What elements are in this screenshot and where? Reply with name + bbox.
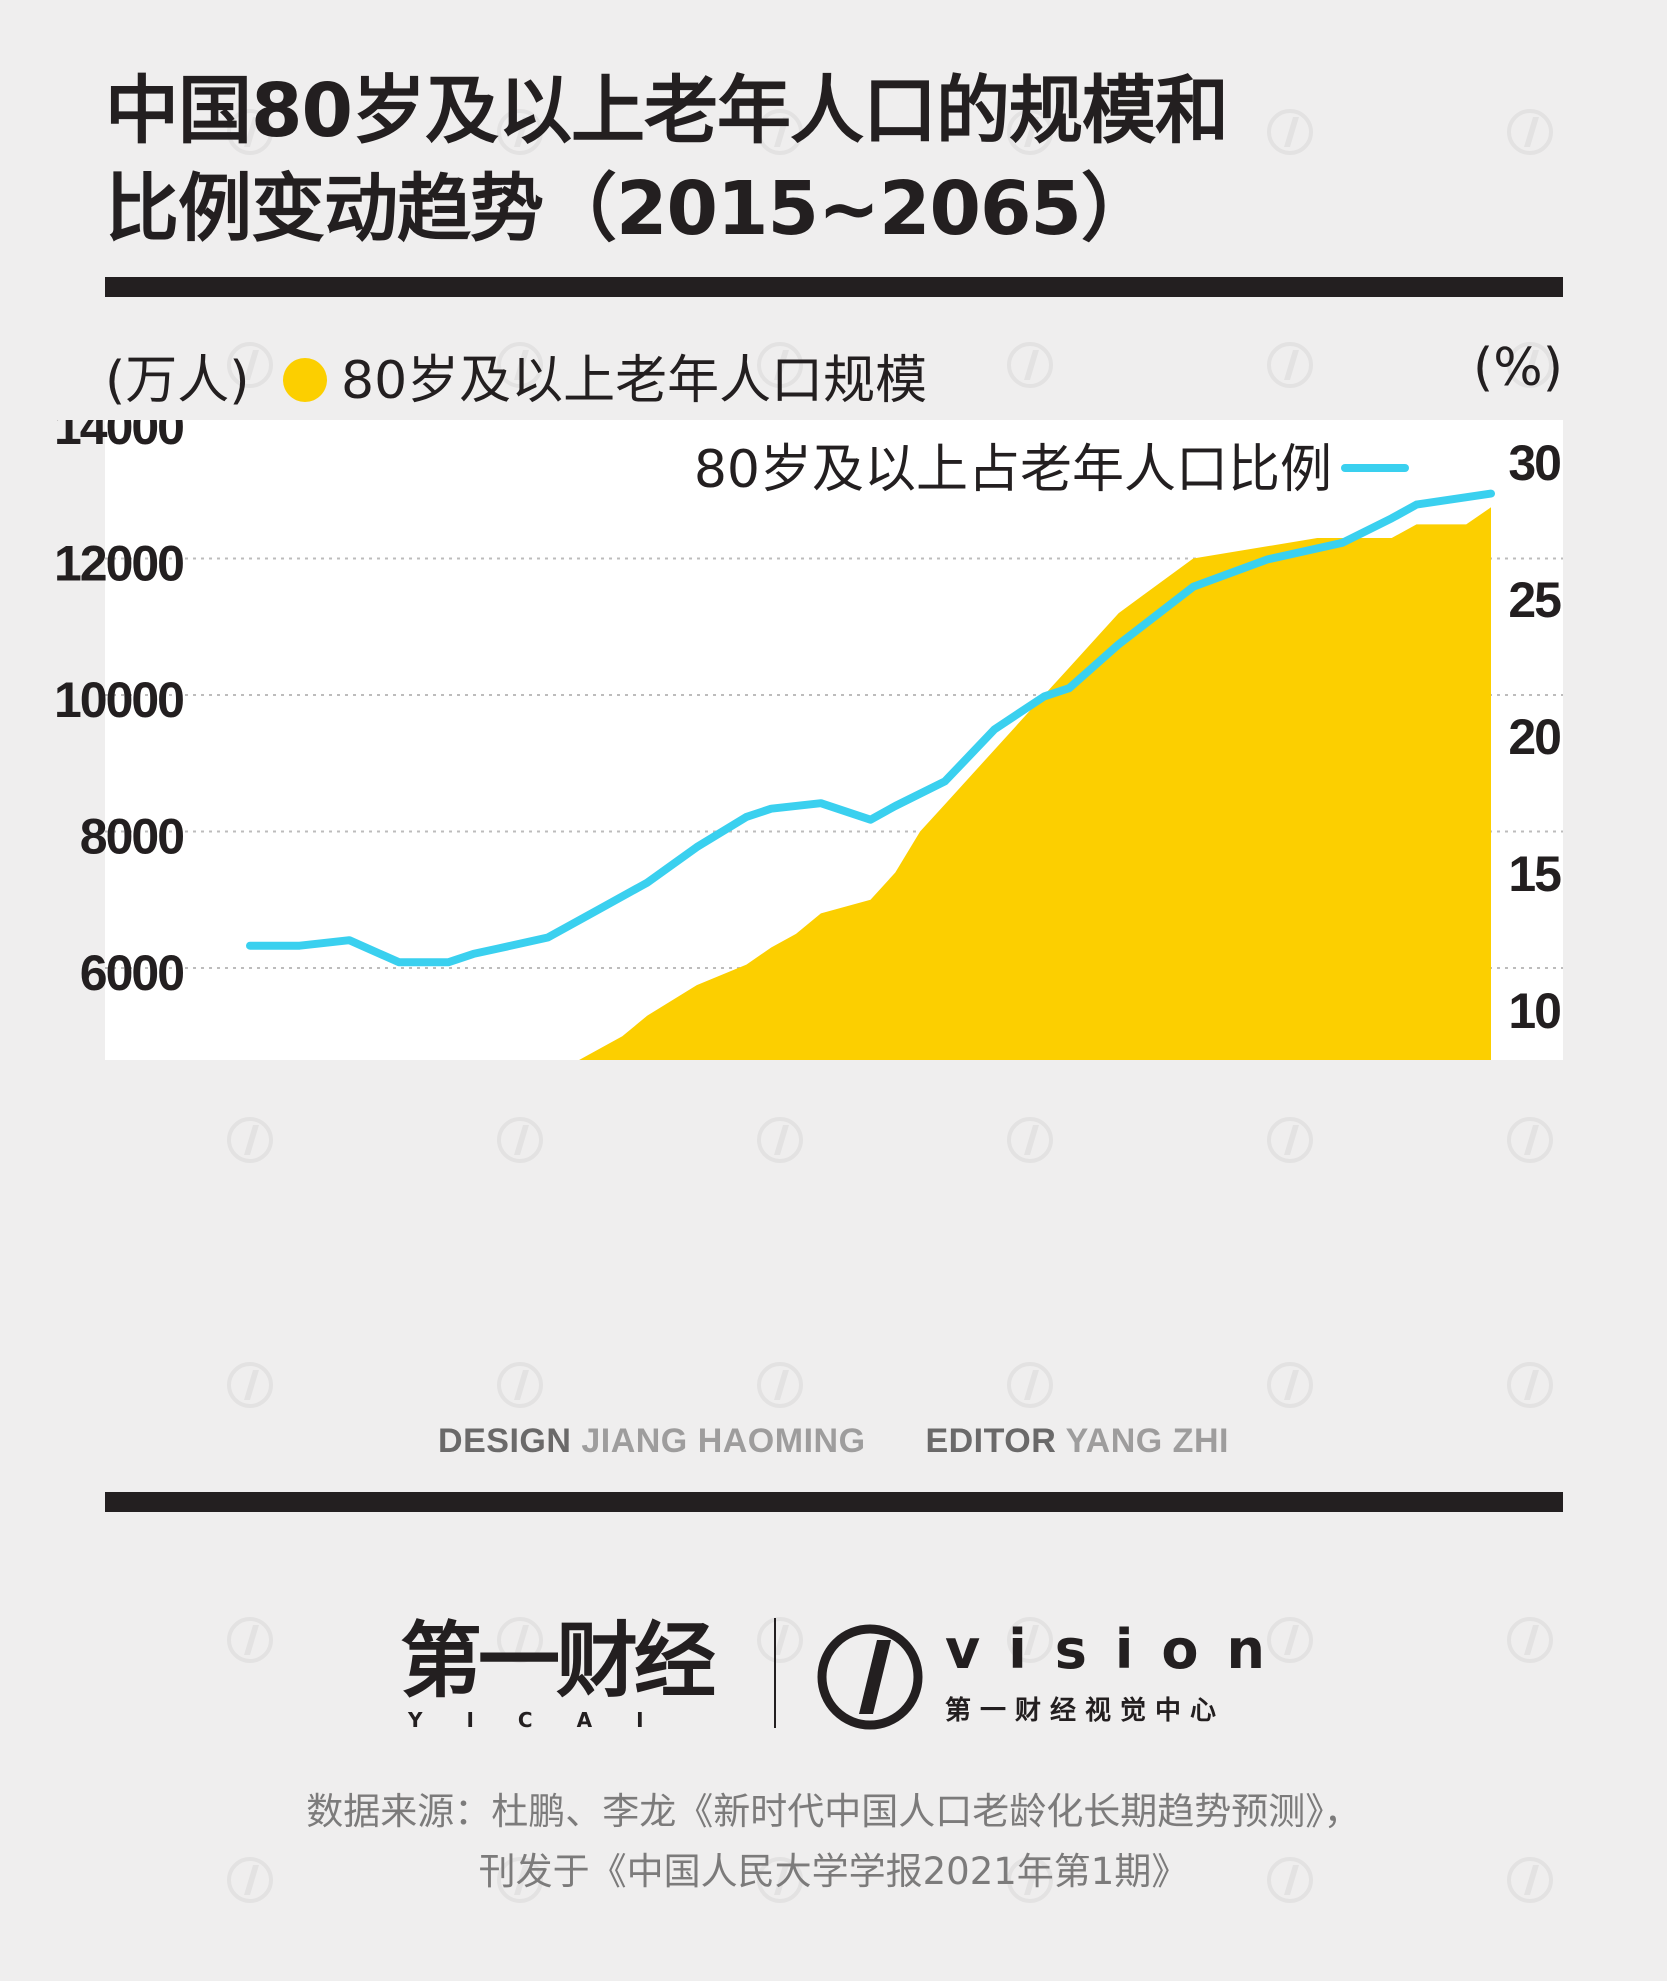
watermark-icon [755, 1360, 805, 1410]
watermark-icon [755, 1615, 805, 1665]
right-tick-label: 10 [1508, 983, 1560, 1039]
watermark-icon [1265, 1615, 1315, 1665]
watermark-icon [1265, 340, 1315, 390]
watermark-icon [1505, 107, 1555, 157]
watermark-icon [1005, 340, 1055, 390]
line-legend-label: 80岁及以上占老年人口比例 [694, 440, 1332, 500]
watermark-icon [225, 1360, 275, 1410]
watermark-icon [1505, 1360, 1555, 1410]
data-source: 数据来源：杜鹏、李龙《新时代中国人口老龄化长期趋势预测》， 刊发于《中国人民大学… [0, 1782, 1667, 1902]
watermark-icon [225, 1855, 275, 1905]
right-tick-label: 20 [1508, 709, 1560, 765]
watermark-icon [1265, 1115, 1315, 1165]
watermark-icon [495, 1615, 545, 1665]
watermark-icon [1265, 1855, 1315, 1905]
top-divider [105, 277, 1563, 297]
vision-logo-text: vision [945, 1618, 1293, 1681]
watermark-icon [1005, 107, 1055, 157]
watermark-icon [225, 1615, 275, 1665]
area-legend-swatch [283, 358, 327, 402]
source-line-1: 数据来源：杜鹏、李龙《新时代中国人口老龄化长期趋势预测》， [306, 1790, 1361, 1833]
credits: DESIGN JIANG HAOMING EDITOR YANG ZHI [0, 1422, 1667, 1461]
watermark-icon [225, 1115, 275, 1165]
vision-logo-icon [817, 1624, 923, 1730]
watermark-icon [495, 340, 545, 390]
title-line-1: 中国80岁及以上老年人口的规模和 [105, 68, 1229, 154]
legend-row: (万人) 80岁及以上老年人口规模 (%) [105, 338, 1563, 411]
source-line-2: 刊发于《中国人民大学学报2021年第1期》 [478, 1850, 1189, 1893]
yicai-logo-cn: 第一财经 [400, 1614, 716, 1709]
right-tick-label: 15 [1508, 846, 1561, 902]
left-tick-label: 10000 [54, 672, 183, 728]
chart: 80岁及以上占老年人口比例 40006000800010000120001400… [54, 420, 1563, 1060]
left-tick-label: 6000 [80, 945, 183, 1001]
watermark-icon [1005, 1360, 1055, 1410]
left-axis-ticks: 400060008000100001200014000 [54, 420, 185, 1001]
right-axis-ticks: 51015202530 [1508, 435, 1563, 1039]
watermark-icon [1005, 1115, 1055, 1165]
left-tick-label: 8000 [80, 809, 183, 865]
design-name: JIANG HAOMING [581, 1422, 866, 1460]
watermark-icon [1505, 1855, 1555, 1905]
design-label: DESIGN [438, 1422, 572, 1460]
page-title: 中国80岁及以上老年人口的规模和 比例变动趋势（2015~2065） [105, 62, 1565, 258]
watermark-icon [1265, 1360, 1315, 1410]
watermark-icon [225, 107, 275, 157]
right-tick-label: 25 [1508, 572, 1561, 628]
left-tick-label: 14000 [54, 420, 183, 455]
watermark-icon [495, 1360, 545, 1410]
watermark-icon [755, 1855, 805, 1905]
right-tick-label: 30 [1508, 435, 1560, 491]
watermark-icon [1005, 1855, 1055, 1905]
editor-label: EDITOR [925, 1422, 1057, 1460]
watermark-icon [755, 1115, 805, 1165]
editor-name: YANG ZHI [1065, 1422, 1229, 1460]
yicai-logo-en: YICAI [408, 1708, 688, 1732]
watermark-icon [495, 1115, 545, 1165]
watermark-icon [1505, 340, 1555, 390]
watermark-icon [755, 340, 805, 390]
watermark-icon [1505, 1115, 1555, 1165]
watermark-icon [1005, 1615, 1055, 1665]
bottom-divider [105, 1492, 1563, 1512]
watermark-icon [1505, 1615, 1555, 1665]
watermark-icon [1265, 107, 1315, 157]
vision-logo-subtitle: 第一财经视觉中心 [945, 1696, 1226, 1726]
population-area [579, 507, 1491, 1060]
logo-divider [774, 1618, 776, 1728]
title-line-2: 比例变动趋势（2015~2065） [105, 166, 1155, 252]
watermark-icon [225, 340, 275, 390]
ratio-line [246, 489, 1495, 967]
watermark-icon [495, 1855, 545, 1905]
left-tick-label: 12000 [54, 536, 183, 592]
right-axis-unit: (%) [1473, 338, 1563, 398]
watermark-icon [495, 107, 545, 157]
watermark-icon [755, 107, 805, 157]
left-axis-unit: (万人) [105, 351, 250, 411]
area-legend-label: 80岁及以上老年人口规模 [341, 351, 928, 411]
yicai-logo: 第一财经 YICAI [400, 1616, 740, 1734]
